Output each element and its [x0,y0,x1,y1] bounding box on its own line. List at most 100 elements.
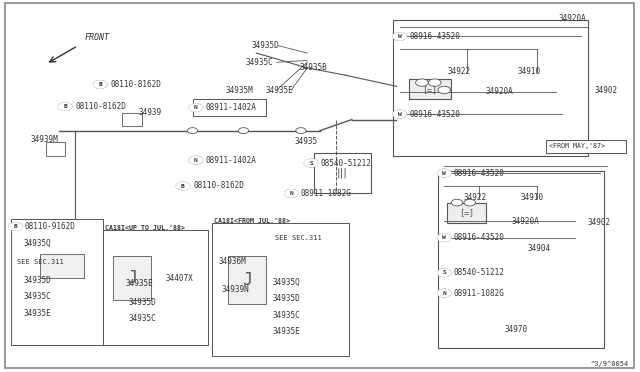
Text: 34935C: 34935C [24,292,51,301]
Bar [11,219,103,345]
Bar [122,113,141,126]
Circle shape [93,80,107,89]
Circle shape [304,159,318,167]
Text: 34935B: 34935B [300,63,327,72]
Text: 34935C: 34935C [129,314,157,323]
Text: 34935E: 34935E [272,327,300,336]
Circle shape [189,156,203,164]
Text: CA18I<UP TO JUL.'88>: CA18I<UP TO JUL.'88> [105,225,185,231]
Circle shape [437,234,451,242]
Circle shape [296,128,306,134]
Text: 34922: 34922 [447,67,470,76]
Text: N: N [442,291,446,296]
Text: 34935E: 34935E [125,279,154,288]
Text: W: W [442,171,446,176]
Text: N: N [194,105,198,110]
Text: ^3/9^0054: ^3/9^0054 [591,361,629,367]
Bar [314,153,371,193]
Bar [394,20,588,157]
Text: 34935C: 34935C [246,58,273,67]
Text: 08911-1402A: 08911-1402A [205,103,256,112]
Text: N: N [289,191,293,196]
Text: 08911-1082G: 08911-1082G [301,189,352,198]
Text: 34904: 34904 [527,244,550,253]
Text: N: N [194,158,198,163]
Text: 34920A: 34920A [511,217,539,225]
Circle shape [8,222,22,231]
Text: CA18I<FROM JUL.'88>: CA18I<FROM JUL.'88> [214,218,289,224]
Text: 34936M: 34936M [218,257,246,266]
Text: B: B [181,183,185,189]
Circle shape [428,79,441,86]
Text: S: S [309,161,313,166]
Text: B: B [99,82,102,87]
Text: 34902: 34902 [588,218,611,227]
Text: 08911-1082G: 08911-1082G [454,289,505,298]
Circle shape [189,156,203,164]
Circle shape [93,80,107,89]
Text: 34920A: 34920A [559,13,587,22]
Circle shape [189,104,203,112]
Circle shape [304,159,318,167]
Text: 34935E: 34935E [24,309,51,318]
Text: B: B [13,224,17,229]
Text: 34922: 34922 [463,193,486,202]
Circle shape [437,269,451,277]
Bar [193,99,266,116]
Text: FRONT: FRONT [84,33,109,42]
Bar [228,256,266,304]
Bar [113,256,151,301]
Text: 34970: 34970 [505,326,528,334]
Circle shape [437,234,451,242]
Text: 08110-8162D: 08110-8162D [110,80,161,89]
Text: 08110-8162D: 08110-8162D [193,182,244,190]
Text: J: J [242,271,252,289]
Text: SEE SEC.311: SEE SEC.311 [17,259,64,265]
Circle shape [176,182,190,190]
Text: 08916-43520: 08916-43520 [454,233,505,242]
Text: 34939: 34939 [138,108,161,117]
Circle shape [451,199,463,206]
Circle shape [393,32,406,41]
Text: 34920A: 34920A [486,87,513,96]
Circle shape [438,86,451,94]
Text: 34935D: 34935D [24,276,51,285]
Circle shape [393,32,406,41]
Text: 34935D: 34935D [272,294,300,303]
Text: W: W [442,235,446,240]
Circle shape [393,110,406,118]
Bar [546,140,626,153]
Text: 08110-9162D: 08110-9162D [25,222,76,231]
Circle shape [239,128,248,134]
Circle shape [393,110,406,118]
Bar [46,142,65,156]
Circle shape [415,79,428,86]
Text: 34902: 34902 [594,86,617,94]
Text: 08916-43520: 08916-43520 [409,109,460,119]
Text: 34939M: 34939M [30,135,58,144]
Text: 08540-51212: 08540-51212 [321,158,371,168]
Bar [40,254,84,278]
Text: SEE SEC.311: SEE SEC.311 [275,235,322,241]
Circle shape [58,103,72,111]
Text: 34935E: 34935E [266,86,294,94]
Text: S: S [442,270,446,275]
Text: 34910: 34910 [518,67,541,76]
Text: 34935M: 34935M [226,86,253,94]
Text: 34935: 34935 [294,137,317,146]
Text: 08911-1402A: 08911-1402A [205,155,256,165]
Text: 08540-51212: 08540-51212 [454,268,505,277]
Circle shape [464,199,476,206]
Text: W: W [398,34,401,39]
Bar [409,79,451,99]
Circle shape [58,103,72,111]
Circle shape [188,128,198,134]
Circle shape [284,189,298,198]
Text: [=]: [=] [459,208,474,218]
Circle shape [8,222,22,231]
Circle shape [437,169,451,177]
Circle shape [437,289,451,297]
Text: 34939N: 34939N [221,285,249,294]
Text: 08110-8162D: 08110-8162D [76,102,126,111]
Circle shape [189,104,203,112]
